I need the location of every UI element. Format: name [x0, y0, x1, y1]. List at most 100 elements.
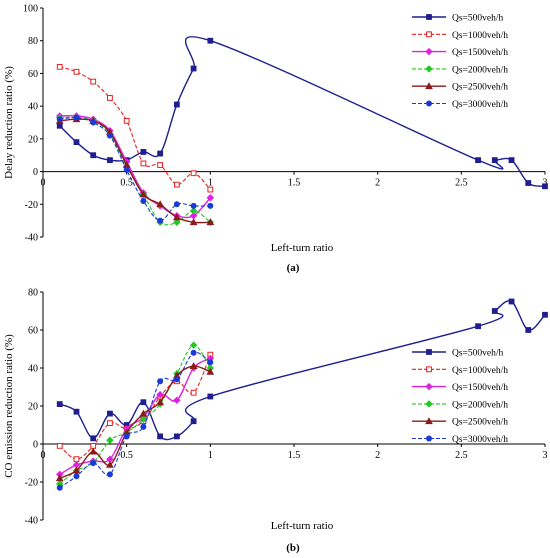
x-tick-label: 1: [208, 178, 213, 189]
legend-entry: Qs=3000veh/h: [452, 435, 508, 445]
data-point: [190, 65, 197, 72]
series-line: [59, 357, 211, 476]
data-point: [56, 443, 63, 449]
series-qs-1500veh-h: [56, 112, 215, 220]
legend-entry: Qs=2500veh/h: [452, 83, 508, 93]
x-tick-label: 1.5: [288, 450, 301, 461]
data-point: [207, 359, 214, 366]
legend-entry: Qs=1000veh/h: [452, 31, 508, 41]
series-line: [59, 116, 211, 222]
x-tick-label: 0.5: [120, 450, 133, 461]
data-point: [189, 218, 198, 226]
data-point: [156, 398, 164, 406]
data-point: [190, 202, 197, 209]
data-point: [173, 376, 180, 383]
data-point: [525, 180, 532, 186]
x-tick-label: 1: [208, 450, 213, 461]
series-line: [59, 365, 211, 479]
series-line: [59, 36, 546, 187]
legend-entry: Qs=500veh/h: [452, 14, 504, 24]
data-point: [73, 408, 80, 415]
data-point: [206, 367, 215, 375]
data-point: [89, 447, 98, 455]
series-line: [59, 66, 211, 190]
data-point: [73, 456, 80, 463]
data-point: [73, 139, 80, 146]
data-point: [475, 157, 481, 164]
y-axis-label: CO emission reduction ratio (%): [3, 334, 15, 478]
data-point: [491, 308, 498, 314]
data-point: [207, 186, 214, 193]
data-point: [90, 78, 97, 85]
legend-marker: [425, 82, 433, 90]
series-line: [59, 115, 211, 219]
data-point: [73, 68, 80, 75]
data-point: [140, 198, 147, 205]
data-point: [55, 474, 64, 482]
x-tick-label: 3: [543, 178, 548, 189]
data-point: [106, 132, 113, 139]
series-qs-1000veh-h: [56, 63, 214, 193]
data-point: [56, 484, 63, 491]
legend-marker: [426, 435, 432, 442]
data-point: [157, 150, 164, 157]
data-point: [139, 409, 148, 417]
x-tick-label: 0: [41, 178, 46, 189]
legend-marker: [425, 417, 433, 425]
data-point: [73, 473, 80, 480]
data-point: [90, 435, 97, 442]
data-point: [140, 399, 147, 406]
series-line: [59, 351, 211, 489]
y-tick-label: 0: [33, 440, 38, 451]
y-tick-label: 100: [23, 4, 38, 15]
data-point: [173, 181, 180, 188]
data-point: [542, 311, 548, 318]
x-tick-label: 2.5: [455, 450, 468, 461]
y-tick-label: 40: [28, 102, 38, 113]
data-point: [73, 114, 80, 121]
data-point: [207, 202, 214, 209]
data-point: [107, 157, 113, 164]
data-point: [107, 410, 113, 417]
legend-entry: Qs=500veh/h: [452, 349, 504, 359]
data-point: [542, 183, 548, 190]
data-point: [123, 117, 130, 124]
y-tick-label: -40: [25, 516, 38, 527]
x-tick-label: 1.5: [288, 178, 301, 189]
y-tick-label: 40: [28, 364, 38, 375]
legend-marker: [425, 65, 433, 73]
data-point: [156, 390, 164, 399]
data-point: [189, 362, 198, 369]
data-point: [123, 433, 130, 440]
data-point: [72, 466, 81, 474]
data-point: [140, 160, 147, 167]
data-point: [173, 396, 181, 405]
data-point: [140, 149, 147, 155]
x-tick-label: 3: [543, 450, 548, 461]
data-point: [56, 401, 63, 408]
y-tick-label: 20: [28, 402, 38, 413]
legend-marker: [426, 31, 432, 38]
legend-marker: [425, 382, 433, 391]
data-point: [106, 460, 114, 468]
series-qs-500veh-h: [56, 36, 548, 190]
data-point: [173, 218, 181, 226]
legend-marker: [426, 366, 432, 373]
series-qs-2000veh-h: [56, 113, 215, 226]
series-qs-2500veh-h: [55, 115, 215, 226]
y-tick-label: 60: [28, 326, 38, 337]
legend-entry: Qs=1500veh/h: [452, 48, 508, 58]
data-point: [157, 378, 164, 385]
panel-label: (a): [287, 262, 300, 274]
data-point: [190, 389, 197, 396]
data-point: [491, 157, 498, 164]
legend-marker: [426, 14, 432, 20]
legend-entry: Qs=1500veh/h: [452, 383, 508, 393]
data-point: [206, 194, 215, 202]
data-point: [107, 420, 113, 427]
panel-label: (b): [286, 542, 300, 554]
legend: Qs=500veh/h Qs=1000veh/h Qs=1500veh/h Qs=20…: [412, 14, 508, 110]
